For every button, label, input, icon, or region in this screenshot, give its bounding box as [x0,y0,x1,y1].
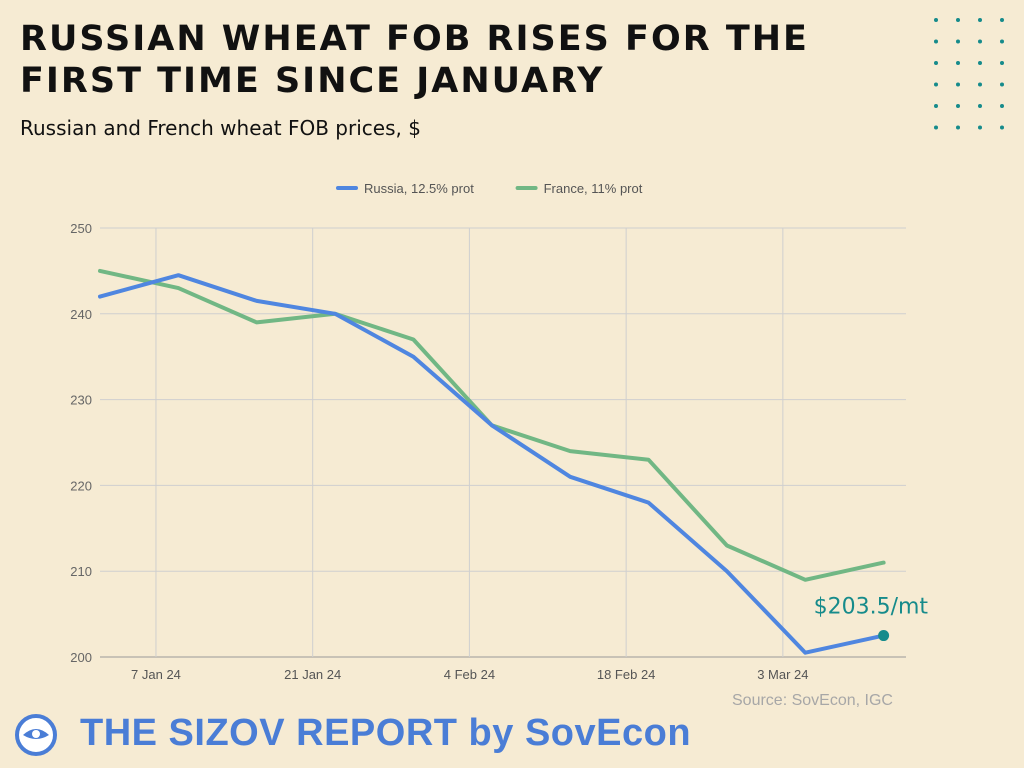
decoration-dot [978,61,982,65]
line-chart: 200 210 220 230 240 250 7 Jan 24 21 Jan 24 4 Feb… [70,181,929,682]
decoration-dot [934,61,938,65]
decoration-dot [978,39,982,44]
decoration-dot [1000,82,1004,87]
decoration-dot [956,82,960,87]
series-line [98,273,886,655]
dot-grid-decoration [934,18,1004,130]
decoration-dot [934,82,938,87]
x-tick-label: 7 Jan 24 [131,667,181,682]
decoration-dot [1000,61,1004,65]
decoration-dot [1000,104,1004,108]
y-tick-label: 220 [70,478,92,493]
decoration-dot [934,39,938,44]
x-tick-label: 21 Jan 24 [284,667,341,682]
x-tick-label: 4 Feb 24 [444,667,495,682]
y-tick-label: 210 [70,564,92,579]
legend-label: France, 11% prot [544,181,643,196]
eye-logo-icon [15,714,57,756]
y-tick-label: 200 [70,650,92,665]
decoration-dot [978,104,982,108]
brand-name: THE SIZOV REPORT by SovEcon [80,712,692,754]
decoration-dot [956,104,960,108]
decoration-dot [1000,39,1004,44]
decoration-dot [934,18,938,22]
decoration-dot [956,39,960,44]
legend-label: Russia, 12.5% prot [364,181,474,196]
x-tick-label: 18 Feb 24 [597,667,656,682]
annotation-marker [878,630,890,642]
y-tick-label: 230 [70,393,92,408]
decoration-dot [978,82,982,87]
source-note: Source: SovEcon, IGC [732,692,893,709]
decoration-dot [978,125,982,130]
y-tick-label: 250 [70,221,92,236]
page-subtitle: Russian and French wheat FOB prices, $ [20,116,421,140]
decoration-dot [956,18,960,22]
decoration-dot [978,18,982,22]
page-title: RUSSIAN WHEAT FOB RISES FOR THE FIRST TI… [20,19,809,101]
decoration-dot [934,125,938,130]
decoration-dot [934,104,938,108]
decoration-dot [1000,18,1004,22]
annotation-label: $203.5/mt [814,595,929,620]
decoration-dot [956,125,960,130]
decoration-dot [1000,125,1004,130]
x-tick-label: 3 Mar 24 [757,667,808,682]
y-tick-label: 240 [70,307,92,322]
decoration-dot [956,61,960,65]
